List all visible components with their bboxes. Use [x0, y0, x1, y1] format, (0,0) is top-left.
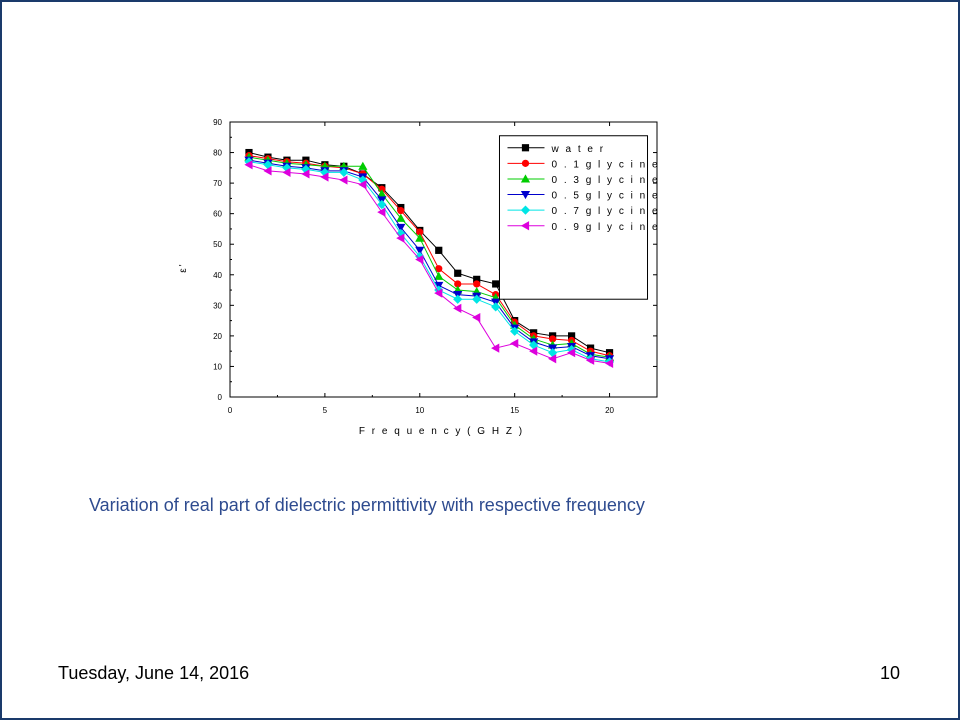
legend-label-3: 0 . 5 g l y c i n e: [551, 191, 659, 202]
x-tick-label: 0: [228, 406, 233, 415]
data-point-s0-17: [568, 332, 576, 340]
y-tick-label: 90: [213, 118, 222, 127]
data-point-s5-8: [396, 233, 405, 243]
data-point-s5-1: [263, 166, 272, 176]
x-tick-label: 20: [605, 406, 614, 415]
data-point-s5-18: [585, 355, 595, 365]
legend-marker-2: [520, 174, 531, 183]
y-tick-label: 60: [213, 210, 222, 219]
data-point-s5-2: [282, 167, 291, 178]
x-tick-label: 15: [510, 406, 519, 415]
data-point-s5-19: [604, 358, 614, 368]
data-point-s4-15: [529, 340, 539, 350]
data-point-s1-8: [397, 207, 405, 215]
y-tick-label: 10: [213, 362, 222, 371]
data-point-s4-12: [472, 294, 482, 304]
x-axis-label: F r e q u e n c y ( G H Z ): [359, 426, 524, 437]
legend-label-0: w a t e r: [550, 144, 605, 155]
footer-date: Tuesday, June 14, 2016: [58, 663, 250, 683]
y-tick-label: 30: [213, 301, 222, 310]
legend-marker-5: [520, 221, 530, 231]
y-tick-label: 0: [218, 393, 223, 402]
data-point-s4-17: [567, 345, 577, 355]
data-point-s5-5: [339, 175, 348, 185]
data-point-s1-9: [416, 228, 424, 236]
data-point-s3-9: [415, 246, 425, 255]
data-point-s5-9: [415, 254, 424, 265]
data-point-s0-10: [435, 246, 443, 254]
data-point-s4-8: [396, 228, 406, 239]
legend-label-5: 0 . 9 g l y c i n e: [551, 222, 659, 233]
data-point-s4-14: [510, 326, 520, 336]
permittivity-chart: 0 10 20 30 40 50 60 70 80 90 0 5 10 15 20 F r e q u e n…: [178, 118, 659, 437]
data-point-s5-11: [453, 303, 462, 313]
data-point-s2-7: [377, 189, 387, 198]
legend-marker-4: [520, 205, 531, 215]
data-point-s5-0: [244, 160, 253, 170]
data-point-s4-13: [491, 302, 501, 312]
data-point-s5-12: [472, 312, 481, 323]
legend-marker-0: [521, 144, 530, 152]
x-tick-label: 5: [323, 406, 328, 415]
chart-caption: Variation of real part of dielectric per…: [89, 495, 645, 515]
data-point-s5-7: [377, 207, 386, 217]
data-point-s4-11: [453, 294, 463, 304]
data-point-s5-17: [567, 348, 576, 358]
data-point-s1-12: [473, 280, 481, 288]
x-tick-label: 10: [415, 406, 424, 415]
y-axis-label: ε': [178, 262, 189, 272]
data-point-s5-10: [434, 288, 443, 298]
data-point-s1-11: [454, 280, 462, 288]
data-point-s2-8: [396, 213, 406, 222]
y-tick-label: 70: [213, 179, 222, 188]
data-point-s5-6: [358, 180, 367, 190]
data-point-s0-11: [454, 269, 462, 277]
data-point-s1-10: [435, 265, 443, 273]
data-point-s0-12: [473, 275, 481, 283]
legend-label-4: 0 . 7 g l y c i n e: [551, 206, 659, 217]
data-point-s0-13: [492, 280, 500, 288]
y-tick-label: 50: [213, 240, 222, 249]
data-point-s2-10: [434, 271, 444, 280]
data-point-s1-16: [549, 335, 557, 343]
data-point-s5-14: [510, 338, 519, 349]
data-point-s5-4: [320, 172, 329, 182]
data-point-s5-3: [301, 169, 310, 179]
data-point-s3-8: [396, 223, 406, 233]
y-tick-label: 40: [213, 271, 222, 280]
data-point-s2-6: [358, 161, 368, 170]
page-number: 10: [880, 663, 901, 683]
data-point-s5-16: [548, 354, 557, 364]
legend-marker-3: [520, 190, 531, 200]
data-point-s4-16: [548, 348, 558, 358]
y-tick-label: 80: [213, 149, 222, 158]
data-point-s5-15: [529, 346, 538, 356]
legend-marker-1: [521, 159, 530, 167]
legend-label-1: 0 . 1 g l y c i n e: [551, 159, 659, 170]
legend-label-2: 0 . 3 g l y c i n e: [551, 175, 659, 186]
data-point-s5-13: [491, 343, 500, 353]
y-tick-label: 20: [213, 332, 222, 341]
data-point-s2-9: [415, 233, 425, 242]
